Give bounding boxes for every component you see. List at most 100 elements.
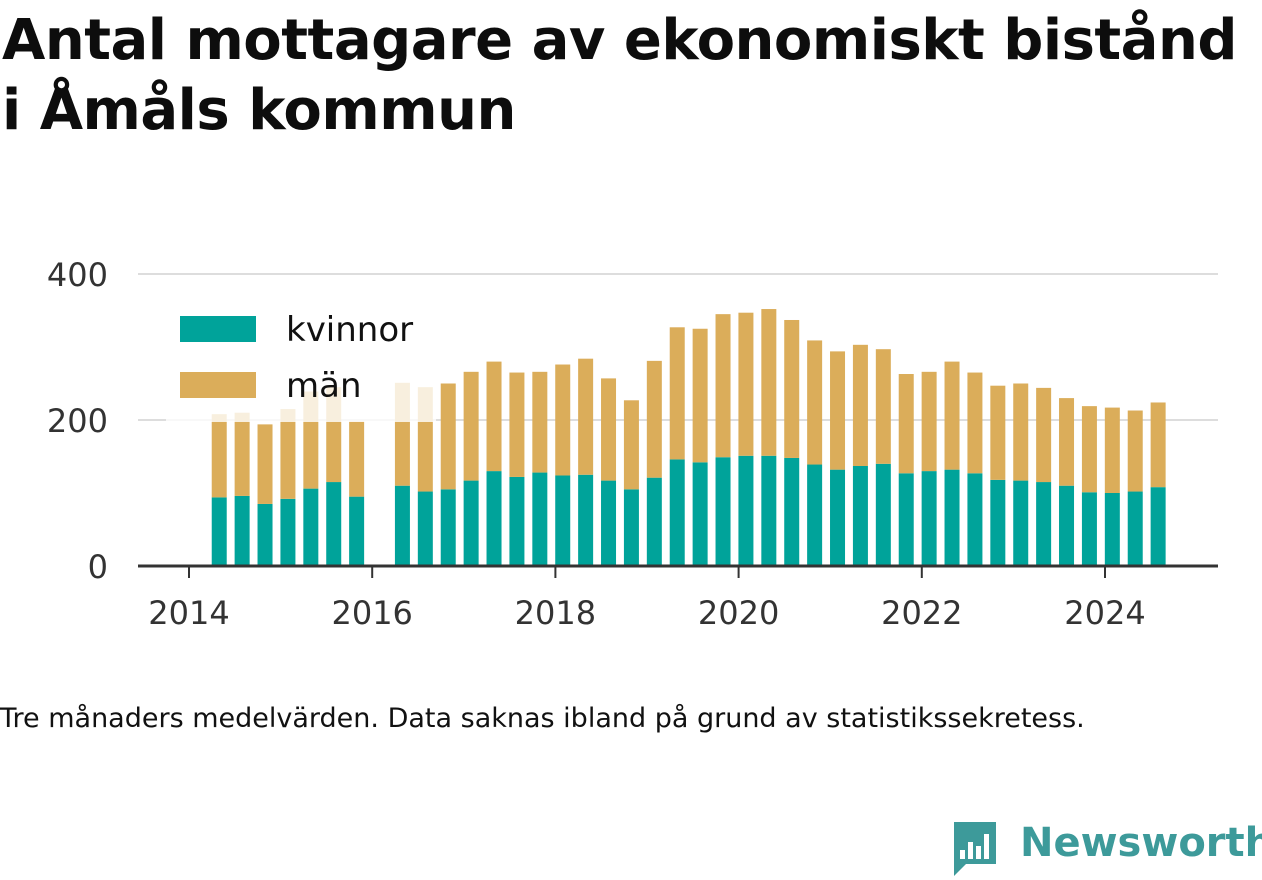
bar-man	[1081, 406, 1097, 493]
bar-man	[1059, 398, 1075, 486]
bar-man	[555, 364, 571, 476]
bar-kvinnor	[1081, 492, 1097, 566]
bar-kvinnor	[509, 476, 525, 566]
bar-man	[623, 400, 639, 490]
bar-man	[784, 319, 800, 458]
bar-man	[349, 421, 365, 497]
bar-kvinnor	[944, 469, 960, 566]
y-tick-label: 400	[47, 256, 108, 294]
bar-kvinnor	[967, 473, 983, 566]
bar-kvinnor	[623, 489, 639, 566]
bar-kvinnor	[486, 471, 502, 566]
bar-man	[875, 349, 891, 464]
bar-man	[578, 358, 594, 475]
bar-kvinnor	[440, 489, 456, 566]
bar-kvinnor	[1127, 491, 1143, 566]
bar-kvinnor	[257, 503, 273, 566]
bar-man	[669, 327, 685, 460]
bar-kvinnor	[417, 491, 433, 566]
legend: kvinnor män	[166, 302, 436, 422]
chart-title: Antal mottagare av ekonomiskt bistånd i …	[2, 8, 1237, 143]
bar-man	[601, 378, 617, 481]
bar-kvinnor	[830, 469, 846, 566]
bar-kvinnor	[1013, 480, 1029, 566]
bar-kvinnor	[761, 455, 777, 566]
bar-kvinnor	[669, 459, 685, 566]
brand-name: Newsworthy	[1020, 820, 1262, 866]
newsworthy-icon	[954, 822, 996, 876]
y-tick-label: 0	[88, 548, 108, 586]
bar-kvinnor	[715, 457, 731, 566]
x-tick-label: 2018	[515, 594, 596, 632]
bar-kvinnor	[990, 479, 1006, 566]
legend-label: män	[286, 366, 362, 406]
bar-kvinnor	[692, 462, 708, 566]
bar-man	[830, 351, 846, 470]
bar-kvinnor	[303, 488, 319, 566]
bar-kvinnor	[898, 473, 914, 566]
bar-man	[486, 361, 502, 472]
bar-man	[257, 424, 273, 504]
bar-kvinnor	[326, 482, 342, 566]
legend-swatch	[180, 372, 256, 398]
bar-man	[463, 371, 479, 481]
bar-man	[234, 412, 250, 496]
x-tick-label: 2022	[881, 594, 962, 632]
bar-kvinnor	[578, 474, 594, 566]
y-tick-label: 200	[47, 402, 108, 440]
bar-man	[990, 385, 1006, 480]
x-axis: 2014 2016 2018 2020 2022 2024	[138, 564, 1218, 632]
footnote: Tre månaders medelvärden. Data saknas ib…	[0, 703, 1085, 734]
bar-man	[280, 409, 296, 499]
bar-kvinnor	[234, 495, 250, 566]
bar-man	[738, 312, 754, 456]
bar-kvinnor	[1036, 482, 1052, 566]
bar-kvinnor	[1150, 487, 1166, 566]
x-tick-label: 2020	[698, 594, 779, 632]
bar-man	[921, 371, 937, 472]
bar-man	[852, 344, 868, 466]
bar-man	[692, 328, 708, 463]
bar-man	[440, 383, 456, 490]
bar-man	[1127, 410, 1143, 492]
bar-man	[944, 361, 960, 470]
bar-man	[646, 360, 662, 478]
bar-man	[509, 372, 525, 477]
bar-man	[898, 374, 914, 474]
bar-man	[1036, 387, 1052, 483]
newsworthy-logo: Newsworthy	[950, 818, 1262, 878]
x-tick-label: 2024	[1064, 594, 1145, 632]
bar-kvinnor	[738, 455, 754, 566]
bar-man	[1104, 407, 1120, 493]
bar-kvinnor	[1059, 485, 1075, 566]
bar-kvinnor	[921, 471, 937, 566]
x-tick-label: 2016	[331, 594, 412, 632]
bar-kvinnor	[1104, 493, 1120, 566]
stacked-bar-chart: 2014 2016 2018 2020 2022 2024 0 200 400 kvinnor…	[47, 256, 1218, 632]
x-tick-label: 2014	[148, 594, 229, 632]
bar-kvinnor	[532, 472, 548, 566]
legend-swatch	[180, 316, 256, 342]
bar-man	[761, 309, 777, 456]
bar-man	[211, 414, 227, 498]
y-axis-labels: 0 200 400	[47, 256, 108, 586]
bar-kvinnor	[394, 485, 410, 566]
bar-man	[1013, 383, 1029, 481]
bar-series	[211, 309, 1166, 566]
bar-man	[1150, 402, 1166, 488]
bar-kvinnor	[349, 496, 365, 566]
bar-kvinnor	[646, 477, 662, 566]
bar-man	[532, 371, 548, 473]
bar-kvinnor	[875, 463, 891, 566]
bar-man	[967, 372, 983, 474]
bar-man	[715, 314, 731, 458]
bar-kvinnor	[463, 480, 479, 566]
bar-man	[807, 340, 823, 465]
bar-kvinnor	[601, 480, 617, 566]
bar-kvinnor	[211, 497, 227, 566]
legend-label: kvinnor	[286, 310, 413, 350]
bar-kvinnor	[852, 465, 868, 566]
bar-kvinnor	[784, 457, 800, 566]
bar-kvinnor	[280, 498, 296, 566]
bar-kvinnor	[555, 475, 571, 566]
